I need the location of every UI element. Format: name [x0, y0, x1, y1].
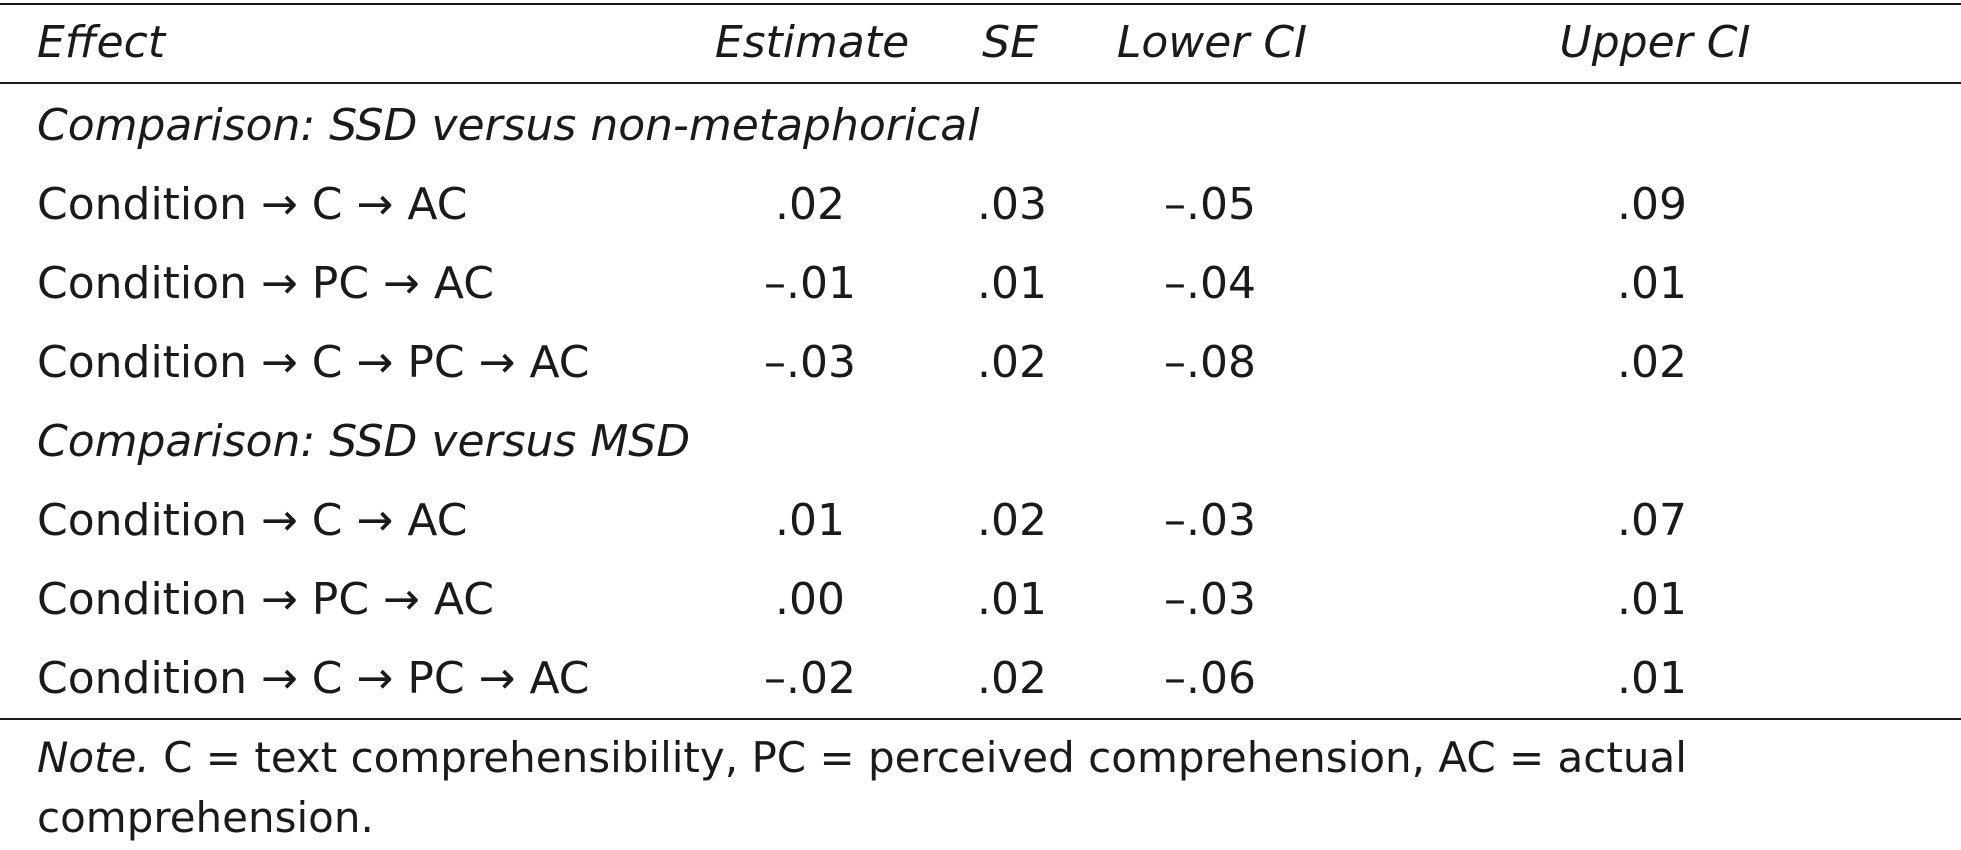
cell-effect: Condition → C → PC → AC	[37, 653, 590, 704]
cell-estimate: .02	[775, 179, 845, 230]
header-estimate: Estimate	[714, 17, 910, 68]
header-effect: Effect	[37, 17, 166, 68]
cell-estimate: –.03	[764, 337, 856, 388]
cell-upper-ci: .02	[1617, 337, 1687, 388]
top-rule	[0, 3, 1961, 5]
note-text: C = text comprehensibility, PC = perceiv…	[37, 733, 1687, 842]
cell-se: .01	[977, 258, 1047, 309]
cell-lower-ci: –.03	[1164, 495, 1256, 546]
table-row: Condition → PC → AC –.01 .01 –.04 .01	[0, 244, 1961, 323]
cell-upper-ci: .01	[1617, 574, 1687, 625]
cell-se: .02	[977, 653, 1047, 704]
table-row: Condition → C → PC → AC –.03 .02 –.08 .0…	[0, 323, 1961, 402]
table-row: Condition → C → AC .02 .03 –.05 .09	[0, 165, 1961, 244]
header-upper-ci: Upper CI	[1559, 17, 1751, 68]
cell-lower-ci: –.04	[1164, 258, 1256, 309]
table-note: Note. C = text comprehensibility, PC = p…	[37, 728, 1917, 848]
cell-effect: Condition → C → AC	[37, 179, 468, 230]
table-header-row: Effect Estimate SE Lower CI Upper CI	[0, 3, 1961, 82]
cell-se: .02	[977, 337, 1047, 388]
table-row: Condition → PC → AC .00 .01 –.03 .01	[0, 560, 1961, 639]
cell-effect: Condition → PC → AC	[37, 258, 494, 309]
cell-effect: Condition → C → AC	[37, 495, 468, 546]
cell-lower-ci: –.06	[1164, 653, 1256, 704]
cell-upper-ci: .01	[1617, 653, 1687, 704]
section-title-row: Comparison: SSD versus MSD	[0, 402, 1961, 481]
cell-effect: Condition → C → PC → AC	[37, 337, 590, 388]
table-row: Condition → C → PC → AC –.02 .02 –.06 .0…	[0, 639, 1961, 718]
cell-estimate: –.02	[764, 653, 856, 704]
header-lower-ci: Lower CI	[1116, 17, 1308, 68]
cell-se: .03	[977, 179, 1047, 230]
table-row: Condition → C → AC .01 .02 –.03 .07	[0, 481, 1961, 560]
bottom-rule	[0, 718, 1961, 720]
header-rule	[0, 82, 1961, 84]
cell-se: .01	[977, 574, 1047, 625]
cell-lower-ci: –.03	[1164, 574, 1256, 625]
section-title: Comparison: SSD versus MSD	[37, 416, 691, 467]
cell-upper-ci: .07	[1617, 495, 1687, 546]
note-label: Note.	[37, 733, 150, 782]
cell-estimate: .00	[775, 574, 845, 625]
cell-lower-ci: –.05	[1164, 179, 1256, 230]
cell-upper-ci: .09	[1617, 179, 1687, 230]
cell-estimate: –.01	[764, 258, 856, 309]
section-title: Comparison: SSD versus non-metaphorical	[37, 100, 980, 151]
cell-lower-ci: –.08	[1164, 337, 1256, 388]
section-title-row: Comparison: SSD versus non-metaphorical	[0, 86, 1961, 165]
cell-effect: Condition → PC → AC	[37, 574, 494, 625]
cell-upper-ci: .01	[1617, 258, 1687, 309]
cell-se: .02	[977, 495, 1047, 546]
header-se: SE	[982, 17, 1038, 68]
cell-estimate: .01	[775, 495, 845, 546]
